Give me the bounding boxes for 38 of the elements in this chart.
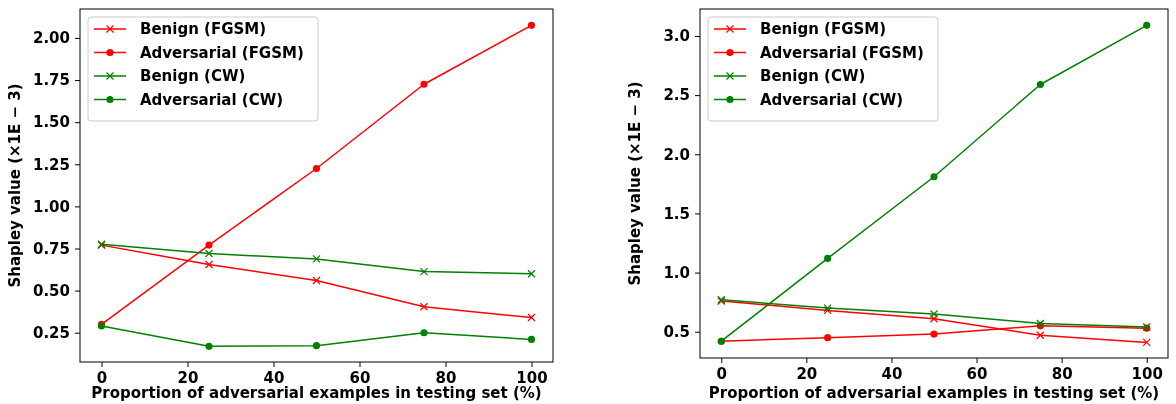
y-tick-label: 2.5: [663, 86, 690, 105]
y-tick-label: 0.75: [32, 239, 70, 258]
x-tick-label: 0: [716, 364, 727, 383]
y-tick-label: 0.5: [663, 323, 690, 342]
y-tick-label: 3.0: [663, 27, 690, 46]
x-tick-label: 20: [177, 368, 199, 387]
legend-label: Benign (FGSM): [140, 20, 267, 39]
x-tick-label: 40: [263, 368, 285, 387]
y-tick-label: 1.25: [32, 155, 70, 174]
x-tick-label: 80: [1051, 364, 1073, 383]
y-tick-label: 1.75: [32, 71, 70, 90]
x-tick-label: 100: [1131, 364, 1163, 383]
y-tick-label: 1.00: [32, 197, 70, 216]
x-axis-title: Proportion of adversarial examples in testing set (%): [708, 384, 1160, 402]
legend-label: Benign (CW): [760, 67, 866, 86]
y-tick-label: 1.50: [32, 113, 70, 132]
x-tick-label: 60: [966, 364, 988, 383]
y-axis-title: Shapley value (×1E − 3): [626, 81, 644, 286]
legend-label: Benign (FGSM): [760, 20, 887, 39]
y-tick-label: 0.25: [32, 324, 70, 342]
legend-label: Adversarial (CW): [760, 90, 904, 109]
legend-label: Benign (CW): [140, 67, 246, 86]
y-tick-label: 2.00: [32, 29, 70, 48]
x-tick-label: 60: [349, 368, 371, 387]
x-tick-label: 0: [96, 368, 108, 387]
legend-label: Adversarial (FGSM): [760, 43, 924, 62]
y-tick-label: 0.50: [32, 281, 70, 300]
legend-label: Adversarial (CW): [140, 90, 284, 109]
x-tick-label: 40: [881, 364, 903, 383]
x-tick-label: 20: [796, 364, 818, 383]
y-tick-label: 2.0: [663, 145, 690, 164]
legend-label: Adversarial (FGSM): [140, 43, 304, 62]
y-axis-title: Shapley value (×1E − 3): [6, 83, 24, 288]
y-tick-label: 1.0: [663, 263, 690, 282]
y-tick-label: 1.5: [663, 204, 690, 223]
x-tick-label: 80: [435, 368, 457, 387]
x-tick-label: 100: [516, 368, 548, 387]
x-axis-title: Proportion of adversarial examples in testing set (%): [91, 384, 542, 402]
